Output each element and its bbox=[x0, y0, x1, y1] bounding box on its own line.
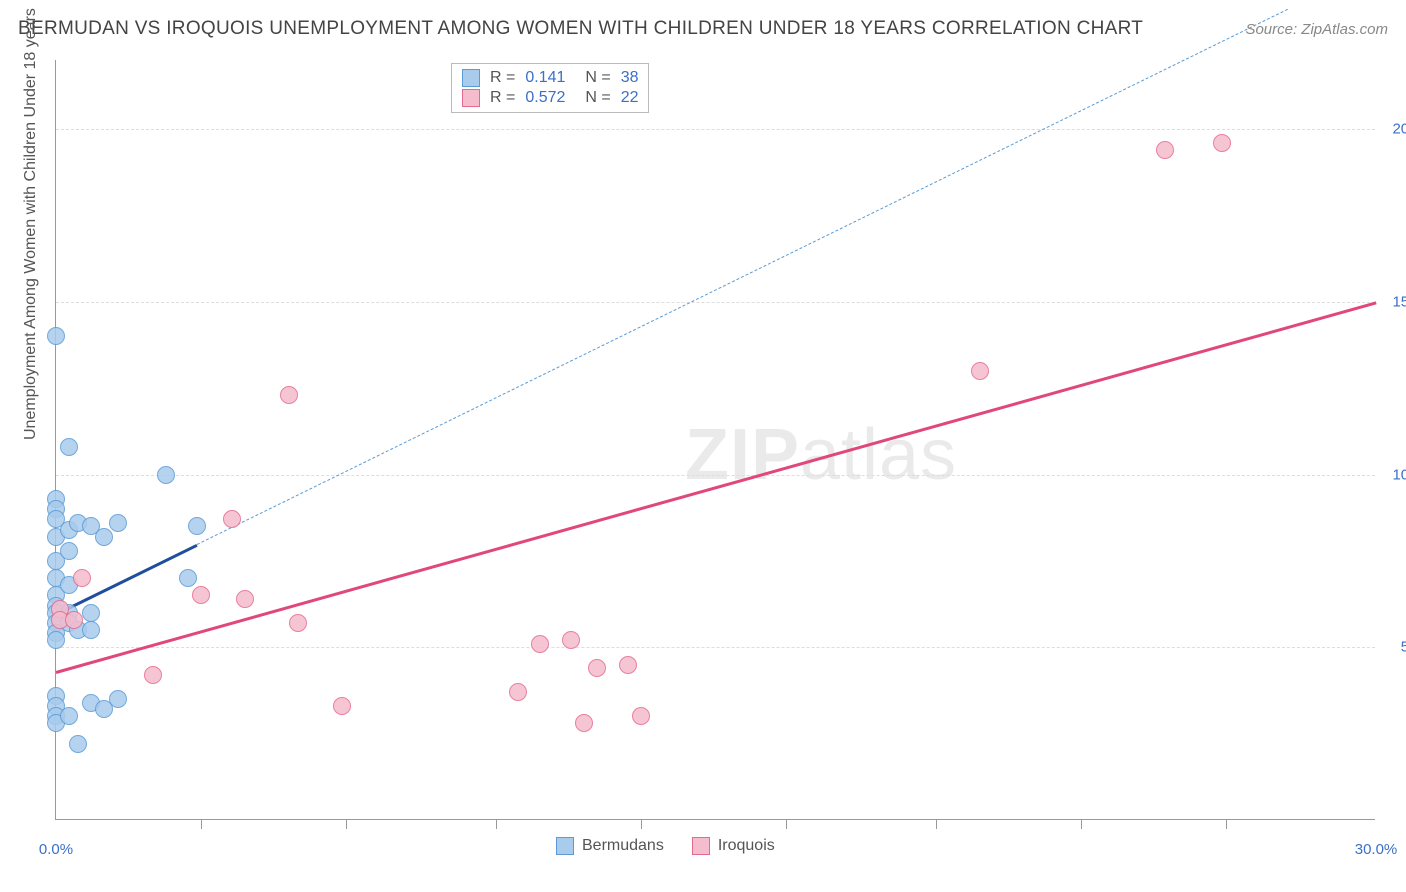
x-tick bbox=[786, 819, 787, 829]
chart-title: BERMUDAN VS IROQUOIS UNEMPLOYMENT AMONG … bbox=[18, 18, 1143, 40]
data-point-iroquois bbox=[971, 362, 989, 380]
y-tick-label: 5.0% bbox=[1380, 639, 1406, 656]
data-point-iroquois bbox=[588, 659, 606, 677]
data-point-bermudans bbox=[179, 569, 197, 587]
watermark-zip: ZIP bbox=[685, 415, 800, 495]
data-point-bermudans bbox=[82, 604, 100, 622]
y-tick-label: 15.0% bbox=[1380, 293, 1406, 310]
data-point-bermudans bbox=[188, 517, 206, 535]
data-point-bermudans bbox=[157, 466, 175, 484]
gridline-h bbox=[56, 129, 1375, 130]
data-point-iroquois bbox=[632, 707, 650, 725]
swatch-iroquois bbox=[692, 837, 710, 855]
stats-row-iroquois: R = 0.572 N = 22 bbox=[462, 88, 638, 108]
x-tick bbox=[201, 819, 202, 829]
data-point-iroquois bbox=[562, 631, 580, 649]
data-point-iroquois bbox=[575, 714, 593, 732]
x-tick bbox=[1226, 819, 1227, 829]
x-tick bbox=[641, 819, 642, 829]
stats-row-bermudans: R = 0.141 N = 38 bbox=[462, 68, 638, 88]
data-point-iroquois bbox=[531, 635, 549, 653]
plot-area: ZIPatlas R = 0.141 N = 38 R = 0.572 N = … bbox=[55, 60, 1375, 820]
data-point-iroquois bbox=[73, 569, 91, 587]
swatch-bermudans bbox=[556, 837, 574, 855]
swatch-bermudans bbox=[462, 69, 480, 87]
r-value-iroquois: 0.572 bbox=[525, 89, 575, 107]
data-point-iroquois bbox=[236, 590, 254, 608]
data-point-iroquois bbox=[289, 614, 307, 632]
source-label: Source: ZipAtlas.com bbox=[1245, 21, 1388, 38]
x-tick-label: 30.0% bbox=[1355, 841, 1398, 858]
series-legend: Bermudans Iroquois bbox=[556, 837, 775, 855]
data-point-bermudans bbox=[60, 542, 78, 560]
y-tick-label: 20.0% bbox=[1380, 121, 1406, 138]
data-point-bermudans bbox=[47, 631, 65, 649]
data-point-bermudans bbox=[60, 438, 78, 456]
gridline-h bbox=[56, 647, 1375, 648]
n-prefix: N = bbox=[585, 89, 610, 107]
data-point-iroquois bbox=[1213, 134, 1231, 152]
gridline-h bbox=[56, 475, 1375, 476]
x-tick-label: 0.0% bbox=[39, 841, 73, 858]
data-point-bermudans bbox=[109, 514, 127, 532]
legend-label-bermudans: Bermudans bbox=[582, 837, 664, 855]
data-point-bermudans bbox=[109, 690, 127, 708]
r-prefix: R = bbox=[490, 69, 515, 87]
n-value-bermudans: 38 bbox=[621, 69, 639, 87]
data-point-iroquois bbox=[280, 386, 298, 404]
data-point-iroquois bbox=[509, 683, 527, 701]
x-tick bbox=[496, 819, 497, 829]
x-tick bbox=[346, 819, 347, 829]
data-point-iroquois bbox=[1156, 141, 1174, 159]
legend-item-bermudans: Bermudans bbox=[556, 837, 664, 855]
r-value-bermudans: 0.141 bbox=[525, 69, 575, 87]
data-point-bermudans bbox=[69, 735, 87, 753]
data-point-iroquois bbox=[333, 697, 351, 715]
legend-label-iroquois: Iroquois bbox=[718, 837, 775, 855]
n-prefix: N = bbox=[585, 69, 610, 87]
data-point-iroquois bbox=[223, 510, 241, 528]
data-point-iroquois bbox=[144, 666, 162, 684]
regression-line bbox=[56, 302, 1377, 675]
stats-legend: R = 0.141 N = 38 R = 0.572 N = 22 bbox=[451, 63, 649, 113]
y-tick-label: 10.0% bbox=[1380, 466, 1406, 483]
data-point-iroquois bbox=[65, 611, 83, 629]
data-point-bermudans bbox=[95, 528, 113, 546]
data-point-iroquois bbox=[619, 656, 637, 674]
gridline-h bbox=[56, 302, 1375, 303]
data-point-bermudans bbox=[60, 707, 78, 725]
data-point-iroquois bbox=[192, 586, 210, 604]
data-point-bermudans bbox=[82, 621, 100, 639]
r-prefix: R = bbox=[490, 89, 515, 107]
swatch-iroquois bbox=[462, 89, 480, 107]
y-axis-title: Unemployment Among Women with Children U… bbox=[22, 8, 40, 440]
x-tick bbox=[1081, 819, 1082, 829]
x-tick bbox=[936, 819, 937, 829]
data-point-bermudans bbox=[47, 327, 65, 345]
legend-item-iroquois: Iroquois bbox=[692, 837, 775, 855]
n-value-iroquois: 22 bbox=[621, 89, 639, 107]
